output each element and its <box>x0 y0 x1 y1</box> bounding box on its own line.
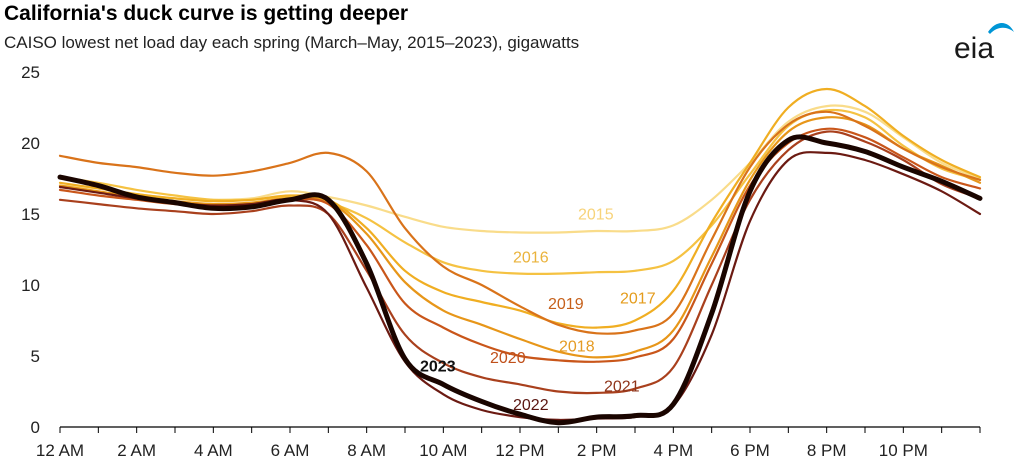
chart-subtitle: CAISO lowest net load day each spring (M… <box>4 33 580 52</box>
series-label-2015: 2015 <box>578 207 614 224</box>
series-line-2020 <box>58 127 982 363</box>
x-tick-label: 10 PM <box>879 441 928 460</box>
series-line-2019 <box>58 110 982 335</box>
series-label-2019: 2019 <box>548 296 584 313</box>
x-axis: 12 AM 2 AM 4 AM 6 AM 8 AM 10 AM 12 PM 2 PM 4 PM 6… <box>36 426 981 460</box>
x-tick-label: 2 AM <box>117 441 156 460</box>
eia-logo-icon: eia <box>954 23 1014 65</box>
x-tick-label: 4 AM <box>194 441 233 460</box>
eia-logo-swoosh-icon <box>988 23 1014 34</box>
series-line-2023 <box>57 134 983 426</box>
series-label-2021: 2021 <box>604 379 640 396</box>
series-label-2023: 2023 <box>420 359 456 376</box>
x-tick-label: 10 AM <box>419 441 467 460</box>
x-tick-label: 12 AM <box>36 441 84 460</box>
x-tick-label: 8 PM <box>807 441 847 460</box>
series-label-2022: 2022 <box>513 397 549 414</box>
chart-title: California's duck curve is getting deepe… <box>4 2 409 25</box>
x-tick-label: 6 PM <box>730 441 770 460</box>
y-tick-label: 15 <box>21 205 40 224</box>
series-label-2020: 2020 <box>490 350 526 367</box>
series-line-2018 <box>58 116 982 359</box>
x-tick-label: 2 PM <box>577 441 617 460</box>
series-line-2016 <box>58 108 982 275</box>
series-label-2017: 2017 <box>620 290 656 307</box>
eia-logo-text: eia <box>954 32 994 65</box>
y-tick-label: 5 <box>31 347 40 366</box>
y-tick-label: 20 <box>21 134 40 153</box>
x-tick-label: 6 AM <box>271 441 310 460</box>
y-axis: 0 5 10 15 20 25 <box>21 63 40 437</box>
x-tick-label: 8 AM <box>347 441 386 460</box>
y-tick-label: 0 <box>31 418 40 437</box>
series-line-2017 <box>58 87 982 329</box>
y-tick-label: 10 <box>21 276 40 295</box>
series-line-2021 <box>58 130 982 395</box>
x-tick-label: 4 PM <box>653 441 693 460</box>
series-lines <box>57 87 983 426</box>
series-line-2022 <box>58 151 982 422</box>
x-tick-label: 12 PM <box>495 441 544 460</box>
y-tick-label: 25 <box>21 63 40 82</box>
series-labels: 2015 2016 2017 2018 2019 2020 2021 2022 2023 <box>420 207 656 414</box>
series-label-2018: 2018 <box>559 339 595 356</box>
series-label-2016: 2016 <box>513 249 549 266</box>
